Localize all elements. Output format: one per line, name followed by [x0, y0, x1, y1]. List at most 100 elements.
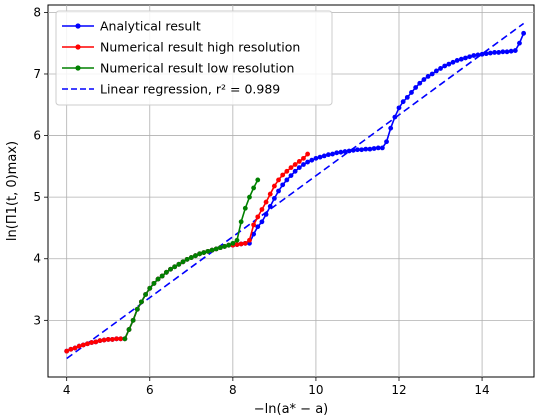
- series-2: [122, 177, 261, 342]
- data-point: [301, 155, 306, 161]
- data-point: [371, 146, 377, 151]
- data-point: [417, 80, 423, 86]
- data-point: [388, 125, 394, 131]
- data-point: [500, 49, 506, 55]
- data-point: [504, 49, 510, 55]
- data-point: [446, 61, 452, 67]
- data-point: [355, 147, 360, 153]
- data-point: [118, 336, 124, 342]
- data-point: [288, 173, 294, 179]
- data-point: [280, 172, 286, 178]
- data-point: [296, 165, 302, 170]
- data-point: [467, 54, 473, 60]
- data-point: [93, 339, 99, 345]
- y-tick-label: 6: [33, 129, 41, 143]
- data-point: [413, 85, 419, 90]
- x-tick-label: 14: [474, 383, 489, 397]
- y-tick-label: 7: [33, 67, 41, 81]
- data-point: [217, 245, 223, 251]
- data-point: [334, 150, 340, 156]
- data-point: [433, 68, 439, 74]
- data-point: [421, 77, 427, 82]
- data-point: [429, 71, 435, 77]
- data-point: [363, 146, 369, 152]
- data-point: [143, 292, 149, 297]
- data-point: [463, 55, 468, 61]
- data-point: [483, 51, 489, 57]
- legend-marker-analytical: [75, 23, 81, 29]
- data-point: [512, 48, 518, 53]
- data-point: [188, 255, 194, 260]
- data-point: [89, 340, 95, 345]
- data-point: [251, 185, 257, 191]
- data-point: [313, 155, 319, 161]
- data-point: [68, 346, 74, 352]
- series-layer: [64, 22, 527, 360]
- data-point: [409, 90, 414, 95]
- data-point: [101, 337, 107, 343]
- data-point: [76, 343, 82, 349]
- data-point: [458, 56, 464, 62]
- data-point: [172, 264, 178, 270]
- data-point: [168, 266, 173, 272]
- data-point: [64, 348, 70, 354]
- data-point: [180, 259, 186, 265]
- data-point: [400, 99, 406, 105]
- data-point: [342, 149, 348, 154]
- data-point: [375, 145, 381, 151]
- data-point: [267, 203, 273, 209]
- data-point: [305, 151, 311, 157]
- data-point: [392, 114, 398, 120]
- data-point: [317, 154, 323, 160]
- data-point: [238, 241, 244, 247]
- legend-label-analytical: Analytical result: [100, 19, 201, 34]
- data-point: [147, 285, 153, 291]
- data-point: [234, 237, 240, 243]
- data-point: [346, 148, 352, 154]
- data-point: [338, 149, 344, 155]
- data-point: [508, 48, 514, 54]
- data-point: [521, 30, 527, 36]
- x-tick-label: 10: [308, 383, 323, 397]
- data-point: [454, 58, 460, 63]
- data-point: [184, 256, 190, 262]
- data-point: [242, 205, 248, 211]
- y-tick-label: 4: [33, 252, 41, 266]
- x-tick-label: 8: [229, 383, 237, 397]
- data-point: [487, 50, 493, 56]
- data-point: [105, 337, 111, 342]
- data-point: [122, 336, 128, 342]
- data-point: [197, 251, 203, 257]
- data-point: [367, 146, 373, 152]
- data-point: [230, 240, 236, 246]
- data-point: [384, 139, 389, 145]
- data-point: [209, 247, 215, 253]
- data-point: [193, 253, 198, 259]
- data-point: [155, 276, 161, 282]
- y-tick-label: 8: [33, 5, 41, 19]
- legend-label-high-res: Numerical result high resolution: [100, 40, 300, 55]
- y-axis-label: ln(Π1(t, 0)max): [5, 141, 20, 241]
- data-point: [259, 219, 265, 225]
- data-point: [151, 280, 157, 286]
- data-point: [284, 168, 290, 174]
- data-point: [247, 194, 252, 200]
- data-point: [301, 162, 306, 167]
- x-tick-label: 12: [391, 383, 406, 397]
- data-point: [259, 207, 265, 212]
- data-point: [309, 157, 315, 163]
- data-point: [263, 212, 269, 217]
- data-point: [114, 336, 119, 342]
- data-point: [238, 219, 244, 225]
- data-point: [109, 337, 115, 342]
- data-point: [222, 244, 227, 249]
- legend-label-low-res: Numerical result low resolution: [100, 61, 294, 76]
- data-point: [72, 345, 78, 351]
- data-point: [479, 51, 485, 57]
- data-point: [97, 338, 103, 344]
- legend-box: [55, 10, 333, 106]
- data-point: [263, 199, 269, 205]
- data-point: [396, 105, 402, 111]
- data-point: [271, 183, 277, 189]
